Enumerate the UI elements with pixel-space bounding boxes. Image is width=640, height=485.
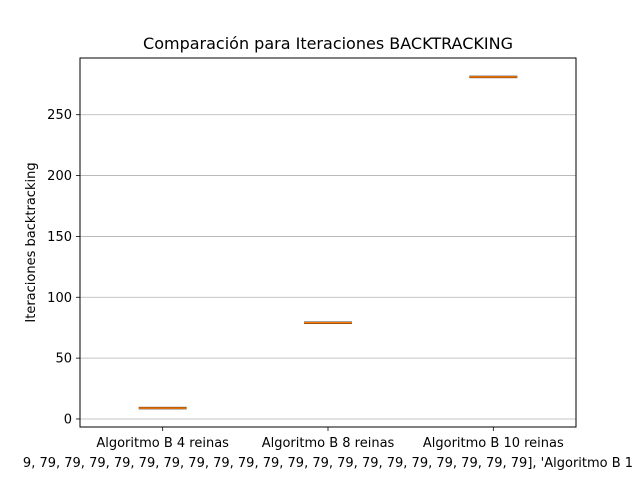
y-tick-label: 50 (55, 352, 72, 367)
y-tick-label: 100 (47, 291, 72, 306)
x-tick-label: Algoritmo B 8 reinas (262, 436, 395, 451)
x-tick-label: Algoritmo B 4 reinas (96, 436, 229, 451)
y-tick-label: 150 (47, 230, 72, 245)
y-tick-label: 250 (47, 108, 72, 123)
y-tick-label: 200 (47, 169, 72, 184)
y-ticks: 0 50 100 150 200 250 (47, 108, 80, 427)
boxes (138, 75, 518, 410)
y-tick-label: 0 (64, 412, 72, 427)
x-axis-label: 9, 79, 79, 79, 79, 79, 79, 79, 79, 79, 7… (23, 456, 633, 471)
gridlines (80, 114, 576, 420)
x-tick-label: Algoritmo B 10 reinas (423, 436, 564, 451)
plot-frame (79, 57, 577, 428)
chart-title: Comparación para Iteraciones BACKTRACKIN… (143, 34, 513, 53)
x-ticks: Algoritmo B 4 reinas Algoritmo B 8 reinas… (96, 427, 564, 451)
y-axis-label: Iteraciones backtracking (24, 162, 39, 322)
